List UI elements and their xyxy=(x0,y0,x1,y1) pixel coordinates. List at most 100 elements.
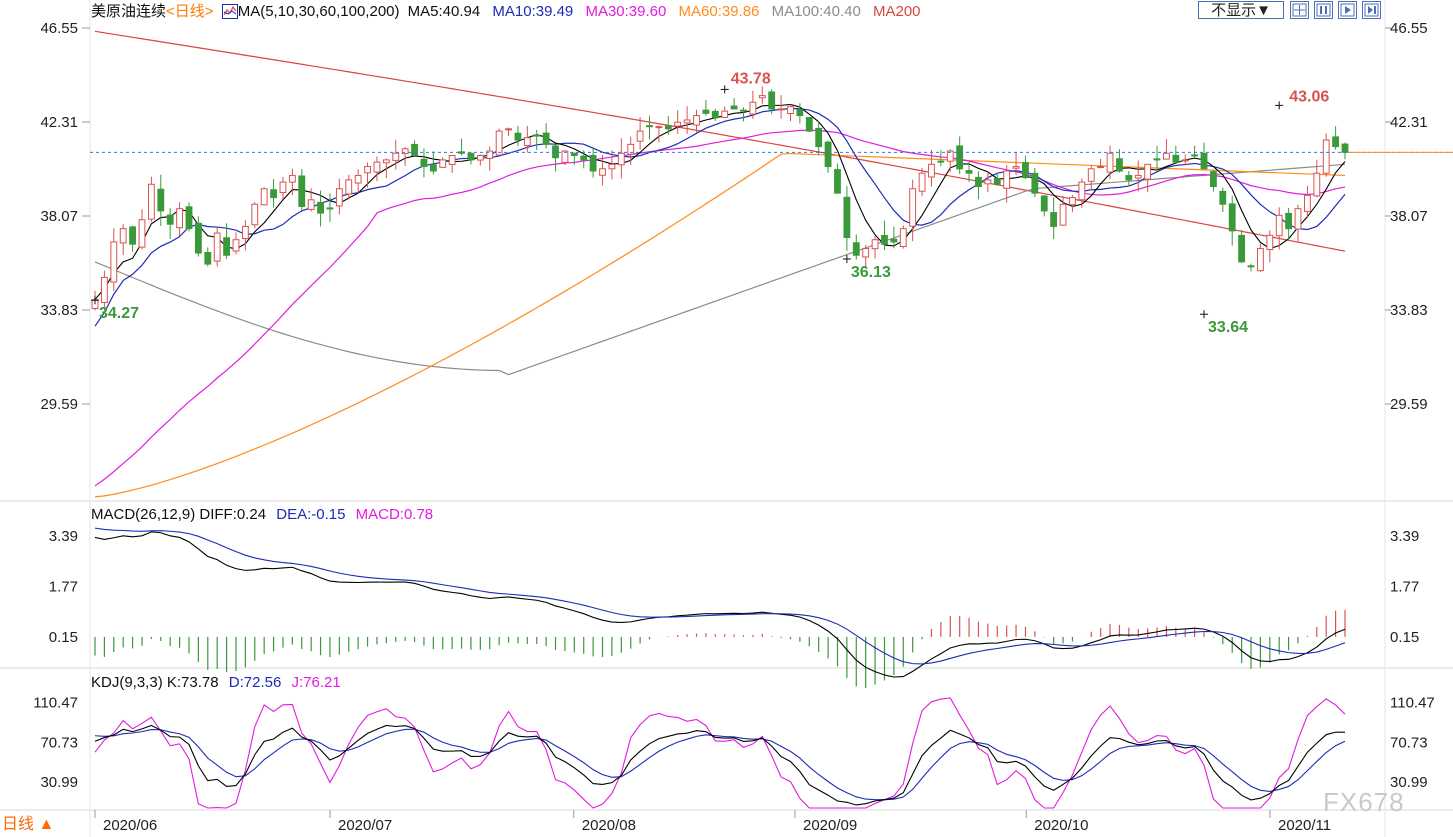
candle xyxy=(570,152,578,156)
candle xyxy=(946,150,954,162)
candle xyxy=(1332,136,1340,148)
hide-indicator-button[interactable]: 不显示▼ xyxy=(1198,1,1284,19)
period-label[interactable]: <日线> xyxy=(166,3,214,20)
candle xyxy=(937,160,945,163)
candle xyxy=(834,169,841,194)
candle xyxy=(1022,162,1029,179)
x-axis-label: 2020/07 xyxy=(338,817,392,834)
candle xyxy=(1181,159,1189,162)
candle xyxy=(1059,203,1067,226)
kdj-legend: KDJ(9,3,3) K:73.78 D:72.56 J:76.21 xyxy=(91,674,341,692)
candle xyxy=(129,226,137,245)
candle xyxy=(495,130,503,156)
candle xyxy=(486,150,494,159)
candle xyxy=(476,154,484,161)
candle xyxy=(138,219,146,248)
candle xyxy=(420,158,428,168)
kdj-y-tick-left: 110.47 xyxy=(33,695,78,712)
candle xyxy=(711,110,719,119)
macd-diff: DIFF:0.24 xyxy=(199,506,267,523)
ma10-line xyxy=(94,107,1346,327)
candle xyxy=(1219,190,1227,205)
y-tick-label-right: 42.31 xyxy=(1390,114,1428,131)
ma100-value: MA100:40.40 xyxy=(771,3,861,20)
x-axis-label: 2020/08 xyxy=(582,817,636,834)
candle xyxy=(984,179,992,185)
candle xyxy=(843,196,851,239)
extreme-label: 34.27 xyxy=(99,305,139,322)
y-tick-label-left: 33.83 xyxy=(40,302,78,319)
candle xyxy=(608,163,616,170)
extreme-label: 43.06 xyxy=(1289,88,1329,105)
candle xyxy=(204,252,212,265)
period-tab[interactable]: 日线 ▲ xyxy=(2,816,55,833)
candle xyxy=(749,101,757,115)
x-axis-label: 2020/06 xyxy=(103,817,157,834)
split-icon[interactable] xyxy=(1314,1,1333,19)
candle xyxy=(241,225,249,240)
candle xyxy=(1341,143,1349,153)
candle xyxy=(805,116,813,132)
x-axis-label: 2020/09 xyxy=(803,817,857,834)
candle xyxy=(1275,214,1283,237)
candle xyxy=(580,155,588,161)
candle xyxy=(505,128,512,131)
kdj-y-tick-right: 30.99 xyxy=(1390,774,1428,791)
candle xyxy=(335,188,343,207)
candle xyxy=(552,145,559,159)
candle xyxy=(815,127,823,148)
candle xyxy=(1322,139,1330,174)
candle xyxy=(382,159,390,164)
y-tick-label-right: 46.55 xyxy=(1390,20,1428,37)
candle xyxy=(523,137,531,146)
candle xyxy=(110,241,118,283)
candle xyxy=(1172,154,1180,163)
candle xyxy=(1125,175,1133,181)
candle xyxy=(157,188,165,212)
candle xyxy=(1040,195,1048,212)
candle xyxy=(1285,212,1293,230)
y-tick-label-left: 42.31 xyxy=(40,114,78,131)
candle xyxy=(758,95,766,99)
candle xyxy=(1003,170,1011,189)
ma5-line xyxy=(94,103,1346,300)
candle xyxy=(1078,181,1086,201)
candle xyxy=(862,248,870,258)
candle xyxy=(288,174,296,183)
candle xyxy=(345,179,353,195)
y-tick-label-right: 33.83 xyxy=(1390,302,1428,319)
kdj-k-line xyxy=(94,724,1346,806)
candle xyxy=(270,189,277,199)
ma10-value: MA10:39.49 xyxy=(492,3,574,20)
candle xyxy=(1210,171,1217,188)
candle xyxy=(871,239,879,250)
ma-indicator-icon[interactable] xyxy=(221,4,238,19)
fit-icon[interactable] xyxy=(1290,1,1309,19)
candle xyxy=(1050,212,1058,227)
candle xyxy=(730,105,738,110)
candle xyxy=(279,181,287,194)
instrument-title: 美原油连续 xyxy=(91,3,167,20)
kdj-d: D:72.56 xyxy=(228,674,282,691)
next-icon[interactable] xyxy=(1338,1,1357,19)
candle xyxy=(975,176,982,188)
kdj-k: K:73.78 xyxy=(166,674,219,691)
y-tick-label-left: 46.55 xyxy=(40,20,78,37)
candle xyxy=(1116,158,1123,172)
candle xyxy=(533,134,541,137)
candle xyxy=(965,170,973,174)
candle xyxy=(787,106,794,115)
candle xyxy=(1247,265,1255,268)
macd-y-tick-right: 0.15 xyxy=(1390,629,1419,646)
candle xyxy=(617,152,625,166)
ma200-line xyxy=(94,30,1346,252)
candle xyxy=(777,108,785,111)
watermark: FX678 xyxy=(1323,787,1405,817)
candle xyxy=(467,152,475,161)
candle xyxy=(909,188,917,227)
candle xyxy=(260,188,268,206)
candle xyxy=(664,125,672,130)
candle xyxy=(514,132,522,141)
candle xyxy=(646,125,653,128)
last-icon[interactable] xyxy=(1362,1,1381,19)
